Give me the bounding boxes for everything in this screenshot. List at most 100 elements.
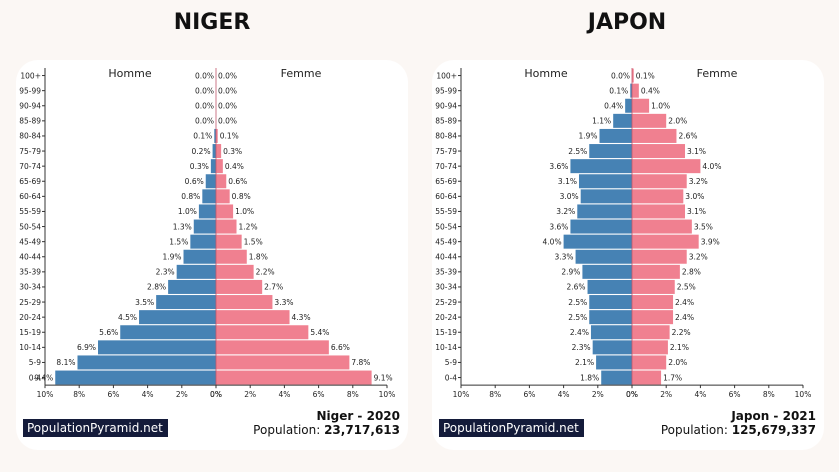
x-tick-label: 8% bbox=[763, 390, 775, 399]
female-value-label: 5.4% bbox=[310, 328, 329, 337]
age-group-label: 95-99 bbox=[435, 86, 457, 95]
female-value-label: 3.2% bbox=[689, 177, 708, 186]
female-bar bbox=[632, 174, 687, 189]
x-tick-label: 10% bbox=[379, 390, 396, 399]
caption-title: Japon - 2021 bbox=[731, 409, 816, 423]
age-group-label: 70-74 bbox=[19, 162, 41, 171]
age-group-label: 90-94 bbox=[435, 101, 457, 110]
x-tick-label: 10% bbox=[453, 390, 470, 399]
niger-pyramid-card: Homme Femme 100+ 0.0% 0.0% 95-99 0.0% 0.0% 90-94… bbox=[16, 60, 408, 450]
male-value-label: 3.1% bbox=[558, 177, 577, 186]
female-value-label: 0.0% bbox=[218, 101, 237, 110]
male-bar bbox=[580, 189, 632, 204]
female-bar bbox=[632, 264, 680, 279]
male-value-label: 2.6% bbox=[566, 283, 585, 292]
age-group-label: 20-24 bbox=[435, 313, 457, 322]
male-value-label: 2.5% bbox=[568, 298, 587, 307]
female-bar bbox=[632, 370, 662, 385]
female-bar bbox=[216, 279, 263, 294]
x-tick-label: 4% bbox=[278, 390, 290, 399]
male-bar bbox=[156, 295, 216, 310]
female-value-label: 3.0% bbox=[685, 192, 704, 201]
female-value-label: 2.0% bbox=[668, 117, 687, 126]
male-value-label: 4.5% bbox=[118, 313, 137, 322]
population-label: Population: bbox=[660, 423, 732, 437]
female-bar bbox=[216, 144, 222, 159]
male-bar bbox=[198, 204, 216, 219]
female-value-label: 0.4% bbox=[225, 162, 244, 171]
x-tick-label: 2% bbox=[176, 390, 188, 399]
female-bar bbox=[632, 98, 650, 113]
male-value-label: 0.0% bbox=[195, 71, 214, 80]
male-bar bbox=[55, 370, 217, 385]
male-bar bbox=[589, 144, 632, 159]
male-value-label: 4.0% bbox=[543, 237, 562, 246]
male-value-label: 6.9% bbox=[77, 343, 96, 352]
female-value-label: 2.1% bbox=[670, 343, 689, 352]
male-bar bbox=[183, 249, 216, 264]
female-value-label: 2.2% bbox=[256, 268, 275, 277]
male-bar bbox=[578, 174, 632, 189]
male-bar bbox=[176, 264, 216, 279]
female-value-label: 2.6% bbox=[678, 132, 697, 141]
female-bar bbox=[632, 310, 674, 325]
age-group-label: 20-24 bbox=[19, 313, 41, 322]
female-bar bbox=[632, 144, 686, 159]
male-bar bbox=[139, 310, 216, 325]
female-value-label: 9.1% bbox=[374, 373, 393, 382]
male-value-label: 2.9% bbox=[561, 268, 580, 277]
male-bar bbox=[625, 98, 632, 113]
male-value-label: 2.3% bbox=[156, 268, 175, 277]
age-group-label: 100+ bbox=[436, 71, 457, 80]
age-group-label: 45-49 bbox=[435, 237, 457, 246]
female-bar bbox=[216, 325, 309, 340]
watermark-logo[interactable]: PopulationPyramid.net bbox=[23, 419, 168, 437]
male-bar bbox=[570, 219, 632, 234]
age-group-label: 90-94 bbox=[19, 101, 41, 110]
x-tick-label: 8% bbox=[73, 390, 85, 399]
age-group-label: 70-74 bbox=[435, 162, 457, 171]
female-value-label: 1.2% bbox=[239, 222, 258, 231]
male-bar bbox=[587, 279, 632, 294]
female-header: Femme bbox=[697, 67, 738, 80]
age-group-label: 85-89 bbox=[435, 117, 457, 126]
watermark-logo[interactable]: PopulationPyramid.net bbox=[439, 419, 584, 437]
male-bar bbox=[120, 325, 216, 340]
male-bar bbox=[212, 144, 216, 159]
male-value-label: 2.5% bbox=[568, 147, 587, 156]
female-bar bbox=[216, 234, 242, 249]
male-value-label: 0.0% bbox=[195, 101, 214, 110]
male-value-label: 0.1% bbox=[193, 132, 212, 141]
age-group-label: 75-79 bbox=[19, 147, 41, 156]
male-value-label: 9.4% bbox=[34, 373, 53, 382]
age-group-label: 40-44 bbox=[435, 252, 457, 261]
male-bar bbox=[210, 159, 216, 174]
male-value-label: 5.6% bbox=[99, 328, 118, 337]
age-group-label: 0-4 bbox=[29, 373, 41, 382]
female-value-label: 0.8% bbox=[232, 192, 251, 201]
female-value-label: 3.1% bbox=[687, 207, 706, 216]
age-group-label: 35-39 bbox=[435, 268, 457, 277]
x-tick-label: 4% bbox=[142, 390, 154, 399]
female-value-label: 1.0% bbox=[235, 207, 254, 216]
male-bar bbox=[190, 234, 216, 249]
age-group-label: 55-59 bbox=[19, 207, 41, 216]
male-value-label: 0.0% bbox=[195, 86, 214, 95]
population-line: Population: 125,679,337 bbox=[661, 423, 816, 437]
age-group-label: 35-39 bbox=[19, 268, 41, 277]
female-value-label: 7.8% bbox=[351, 358, 370, 367]
male-value-label: 1.9% bbox=[162, 252, 181, 261]
female-bar bbox=[632, 159, 701, 174]
male-value-label: 0.3% bbox=[190, 162, 209, 171]
male-bar bbox=[577, 204, 632, 219]
age-group-label: 25-29 bbox=[19, 298, 41, 307]
age-group-label: 0-4 bbox=[445, 373, 457, 382]
x-tick-label: 6% bbox=[523, 390, 535, 399]
japon-pyramid-chart: Homme Femme 100+ 0.0% 0.1% 95-99 0.1% 0.4% 90-94… bbox=[435, 67, 811, 399]
female-bar bbox=[632, 68, 634, 83]
niger-title: NIGER bbox=[173, 10, 251, 35]
female-bar bbox=[632, 355, 667, 370]
female-value-label: 3.5% bbox=[694, 222, 713, 231]
male-value-label: 1.0% bbox=[178, 207, 197, 216]
male-value-label: 0.2% bbox=[192, 147, 211, 156]
